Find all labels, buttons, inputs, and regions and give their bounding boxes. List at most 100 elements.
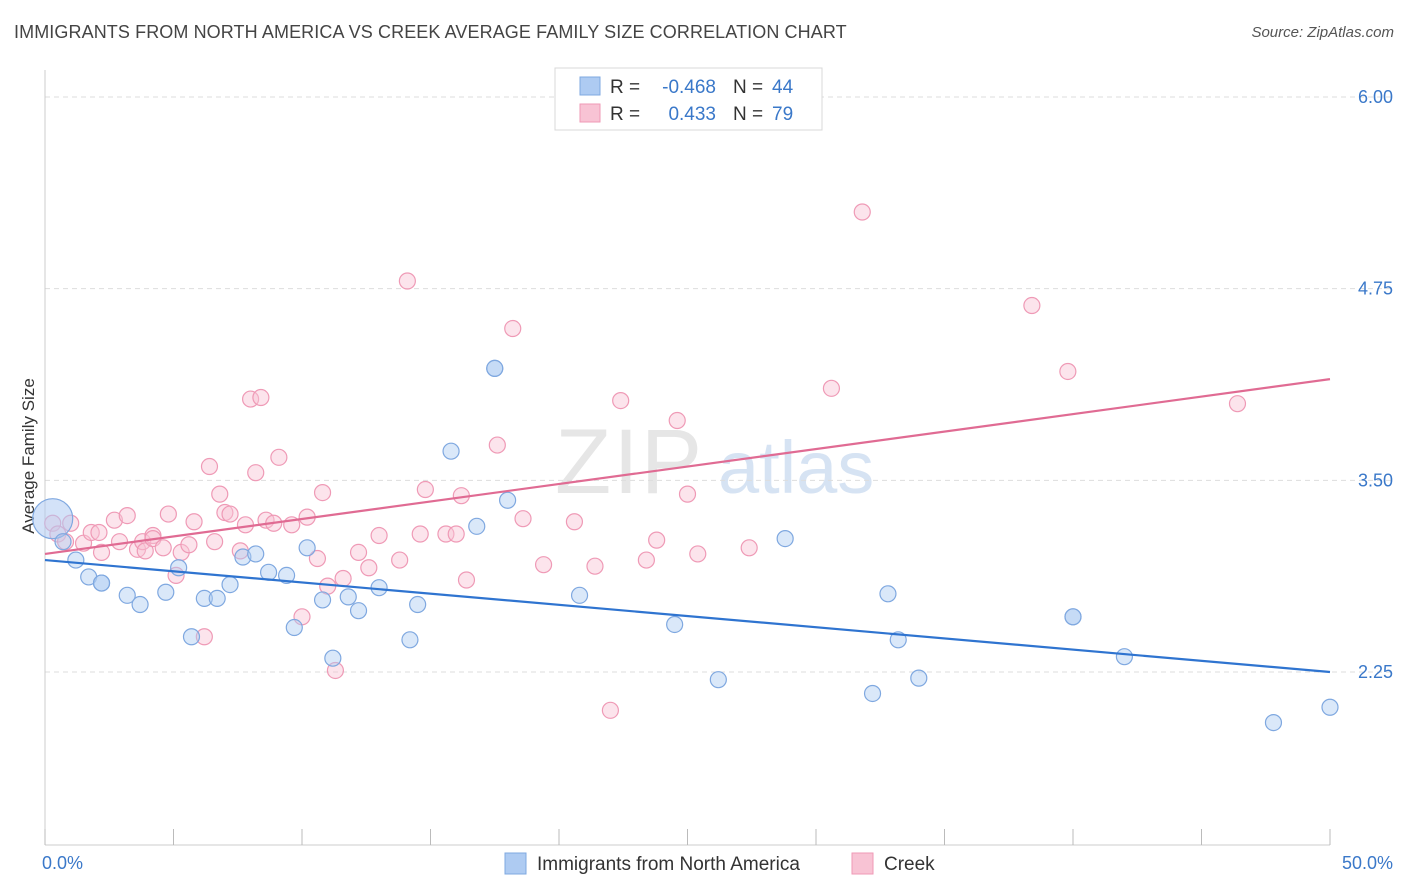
data-point-immigrants xyxy=(442,442,460,460)
data-point-immigrants xyxy=(208,589,226,608)
data-point-immigrants xyxy=(54,533,72,551)
data-point-immigrants xyxy=(32,498,74,540)
series-legend: Immigrants from North America Creek xyxy=(504,852,935,875)
data-point-creek xyxy=(648,531,666,549)
data-point-creek xyxy=(637,551,655,569)
data-point-immigrants xyxy=(67,551,85,569)
stats-legend: R = -0.468 N = 44 R = 0.433 N = 79 xyxy=(554,67,823,131)
x-tick-label: 50.0% xyxy=(1342,853,1393,873)
data-point-immigrants xyxy=(182,628,201,646)
data-point-immigrants xyxy=(298,539,316,557)
legend-item-creek-swatch xyxy=(851,852,874,875)
data-point-immigrants xyxy=(468,517,486,535)
data-point-immigrants xyxy=(570,586,589,604)
data-point-immigrants xyxy=(499,491,517,509)
stats-r-label: R = xyxy=(610,77,640,98)
data-point-immigrants xyxy=(221,575,239,594)
data-point-immigrants xyxy=(863,684,882,703)
trend-line-immigrants xyxy=(44,558,1331,674)
data-point-immigrants xyxy=(234,548,252,566)
data-point-immigrants xyxy=(324,649,342,667)
data-point-immigrants xyxy=(486,359,504,377)
data-point-immigrants xyxy=(92,574,111,592)
data-point-creek xyxy=(488,436,506,454)
data-point-creek xyxy=(360,559,378,577)
data-point-creek xyxy=(334,569,352,588)
data-point-immigrants xyxy=(195,589,213,608)
data-point-immigrants xyxy=(776,529,794,548)
stats-swatch-creek xyxy=(579,103,601,123)
data-point-immigrants xyxy=(131,595,149,614)
data-point-creek xyxy=(534,556,553,574)
data-point-creek xyxy=(853,203,871,221)
data-point-immigrants xyxy=(339,588,357,606)
data-point-creek xyxy=(601,701,620,719)
data-point-creek xyxy=(1228,395,1247,413)
data-point-immigrants xyxy=(910,669,928,687)
data-point-creek xyxy=(1059,362,1077,381)
data-point-creek xyxy=(136,542,154,560)
data-point-immigrants xyxy=(157,583,175,601)
data-point-immigrants xyxy=(118,586,136,604)
data-point-creek xyxy=(668,411,686,430)
data-point-creek xyxy=(110,533,129,551)
data-point-creek xyxy=(416,480,434,499)
legend-item-immigrants-swatch xyxy=(504,852,527,875)
data-point-creek xyxy=(118,506,136,525)
data-point-immigrants xyxy=(1115,648,1134,666)
axes: 2.25 3.50 4.75 6.00 0.0% 50.0% Average Family … xyxy=(19,70,1393,873)
data-point-immigrants xyxy=(409,595,427,614)
data-point-creek xyxy=(92,543,111,562)
data-point-creek xyxy=(447,525,465,543)
data-point-creek xyxy=(211,485,229,503)
y-tick-label: 3.50 xyxy=(1358,470,1393,490)
data-point-creek xyxy=(185,513,203,531)
stats-n-label: N = xyxy=(733,104,763,125)
data-point-immigrants xyxy=(666,615,684,634)
data-point-creek xyxy=(180,536,198,554)
data-point-creek xyxy=(252,388,270,407)
stats-r-label: R = xyxy=(610,104,640,125)
stats-n-value: 79 xyxy=(772,104,793,125)
stats-r-value: -0.468 xyxy=(662,77,716,98)
data-point-creek xyxy=(349,543,368,562)
data-point-immigrants xyxy=(349,602,368,620)
data-point-immigrants xyxy=(401,631,419,649)
data-point-creek xyxy=(504,319,522,338)
data-point-creek xyxy=(221,505,239,523)
data-point-creek xyxy=(105,511,123,529)
y-tick-label: 2.25 xyxy=(1358,662,1393,682)
data-point-creek xyxy=(154,539,172,557)
data-point-creek xyxy=(822,379,841,397)
chart-title: IMMIGRANTS FROM NORTH AMERICA VS CREEK A… xyxy=(14,22,847,42)
legend-item-immigrants-label: Immigrants from North America xyxy=(537,854,800,875)
stats-n-label: N = xyxy=(733,77,763,98)
data-point-immigrants xyxy=(709,671,727,689)
data-point-creek xyxy=(200,457,219,476)
data-point-immigrants xyxy=(1064,608,1082,626)
data-point-immigrants xyxy=(879,585,897,603)
data-point-immigrants xyxy=(259,563,278,581)
data-point-creek xyxy=(391,551,409,569)
data-point-creek xyxy=(689,545,707,563)
data-point-creek xyxy=(1023,296,1041,315)
data-point-creek xyxy=(195,628,213,646)
chart-source: Source: ZipAtlas.com xyxy=(1251,24,1394,41)
data-point-creek xyxy=(514,510,532,528)
y-tick-label: 4.75 xyxy=(1358,279,1393,299)
data-point-creek xyxy=(370,526,388,545)
y-tick-label: 6.00 xyxy=(1358,87,1393,107)
x-tick-label: 0.0% xyxy=(42,853,83,873)
grid-lines xyxy=(45,96,1394,673)
data-point-creek xyxy=(565,513,584,531)
data-point-creek xyxy=(313,484,332,502)
data-point-immigrants xyxy=(247,545,265,563)
series-immigrants-points xyxy=(32,359,1339,732)
stats-n-value: 44 xyxy=(772,77,794,98)
legend-item-creek-label: Creek xyxy=(884,854,935,875)
watermark-atlas: atlas xyxy=(718,426,874,509)
data-point-creek xyxy=(270,448,288,466)
data-point-creek xyxy=(206,533,224,551)
